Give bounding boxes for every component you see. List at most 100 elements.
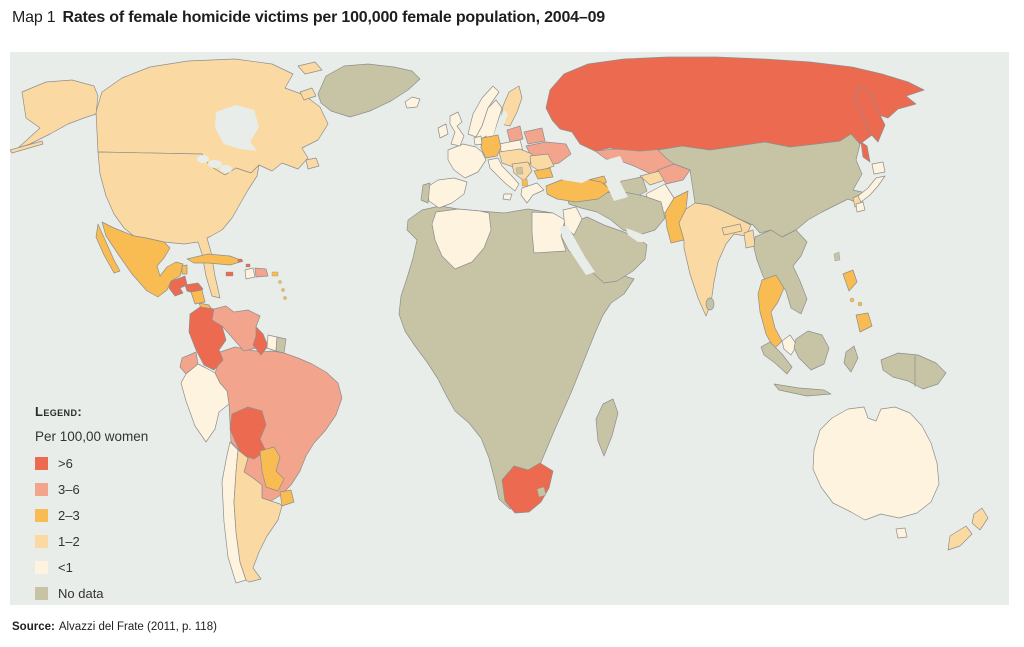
legend-item-1-2: 1–2: [35, 534, 148, 549]
country-indonesia-sulawesi: [843, 345, 859, 373]
country-cuba: [186, 253, 244, 266]
country-italy: [487, 157, 520, 192]
country-indonesia-java: [773, 383, 832, 397]
country-south-africa: [501, 462, 554, 514]
country-philippines-visayas-2: [857, 301, 863, 307]
country-malaysia: [781, 334, 798, 356]
country-canada-island-2: [299, 87, 317, 101]
country-usa-aleutians: [10, 140, 44, 154]
legend-rows: >6 3–6 2–3 1–2 <1 No data: [35, 456, 148, 601]
country-nepal: [721, 223, 743, 236]
country-suriname: [266, 334, 278, 352]
legend-subtitle: Per 100,00 women: [35, 429, 149, 444]
legend-label-3-6: 3–6: [58, 481, 80, 497]
country-belarus: [523, 127, 546, 145]
country-bahamas-1: [237, 258, 243, 263]
country-france: [447, 143, 487, 179]
black-sea: [555, 165, 596, 183]
country-madagascar: [595, 398, 619, 457]
country-lesotho: [536, 486, 547, 498]
country-italy-sicily: [502, 193, 513, 201]
country-australia-tasmania: [895, 527, 908, 539]
country-australia: [812, 406, 940, 521]
world-map: [10, 52, 1009, 605]
legend-swatch-gt6: [35, 456, 48, 470]
legend-item-nodata: No data: [35, 585, 148, 601]
country-bosnia: [515, 166, 524, 175]
country-iceland: [404, 96, 421, 109]
country-guyana: [252, 326, 269, 356]
country-portugal: [420, 182, 431, 204]
country-germany: [480, 134, 502, 159]
country-egypt: [531, 211, 567, 254]
legend-item-lt1: <1: [35, 559, 148, 575]
country-bahamas-2: [245, 263, 251, 268]
legend-item-gt6: >6: [35, 456, 148, 471]
country-taiwan: [833, 251, 841, 262]
source-line: Source: Alvazzi del Frate (2011, p. 118): [12, 621, 217, 633]
legend-swatch-nodata: [35, 586, 48, 600]
country-japan-honshu: [857, 175, 886, 203]
country-dominican-republic: [254, 267, 269, 278]
country-spain: [425, 177, 468, 209]
legend-label-nodata: No data: [58, 585, 104, 601]
country-baltic-states: [506, 125, 524, 143]
country-mexico-baja: [95, 223, 121, 274]
country-indonesia-borneo: [793, 330, 830, 371]
country-mexico: [101, 221, 184, 298]
country-bulgaria: [533, 167, 554, 180]
map-legend: Legend: Per 100,00 women >6 3–6 2–3 1–2 <1 No…: [35, 404, 149, 601]
country-greenland: [317, 63, 421, 118]
country-indonesia-sumatra: [760, 341, 793, 375]
great-lake-3: [220, 165, 232, 173]
country-japan-hokkaido: [871, 161, 886, 175]
country-canada-newfoundland: [305, 157, 320, 170]
legend-swatch-2-3: [35, 508, 48, 522]
legend-swatch-3-6: [35, 482, 48, 496]
country-philippines-mindanao: [855, 312, 873, 333]
country-argentina: [233, 449, 283, 583]
legend-item-2-3: 2–3: [35, 507, 148, 523]
legend-heading: Legend:: [35, 404, 83, 419]
country-french-guiana: [275, 336, 287, 354]
country-usa-alaska: [17, 79, 99, 149]
country-belize: [181, 264, 188, 275]
legend-swatch-1-2: [35, 534, 48, 548]
map-title: Map 1 Rates of female homicide victims pe…: [12, 9, 605, 27]
legend-label-lt1: <1: [58, 559, 73, 575]
country-sri-lanka: [705, 297, 715, 311]
country-bangladesh: [743, 229, 756, 249]
country-guatemala: [168, 275, 188, 297]
country-peru: [180, 363, 230, 443]
country-canada-island-1: [297, 61, 323, 75]
country-paraguay: [259, 446, 285, 492]
country-algeria: [431, 208, 492, 270]
country-lesser-antilles-1: [278, 280, 282, 284]
country-japan-kyushu: [855, 201, 866, 213]
great-lake-1: [197, 155, 209, 163]
country-kyrgyzstan-tajikistan: [657, 163, 691, 185]
hudson-bay: [215, 105, 259, 151]
great-lake-2: [208, 160, 222, 168]
country-uk: [449, 111, 465, 147]
map-number: Map 1: [12, 9, 56, 26]
country-greece: [520, 182, 545, 204]
country-nicaragua: [190, 289, 206, 305]
country-haiti: [244, 267, 256, 280]
country-puerto-rico: [271, 271, 279, 277]
legend-item-3-6: 3–6: [35, 481, 148, 497]
country-jamaica: [225, 271, 234, 277]
country-thailand: [757, 274, 785, 350]
country-philippines-luzon: [842, 269, 858, 292]
legend-label-2-3: 2–3: [58, 507, 80, 523]
baltic-sea: [492, 110, 508, 142]
country-ireland: [437, 123, 449, 139]
country-new-guinea: [880, 352, 947, 390]
red-sea: [559, 225, 595, 275]
persian-gulf: [626, 228, 648, 242]
country-usa: [97, 151, 260, 299]
country-russia-sakhalin: [860, 141, 871, 163]
legend-swatch-lt1: [35, 560, 48, 574]
country-russia-kamchatka: [854, 85, 886, 143]
